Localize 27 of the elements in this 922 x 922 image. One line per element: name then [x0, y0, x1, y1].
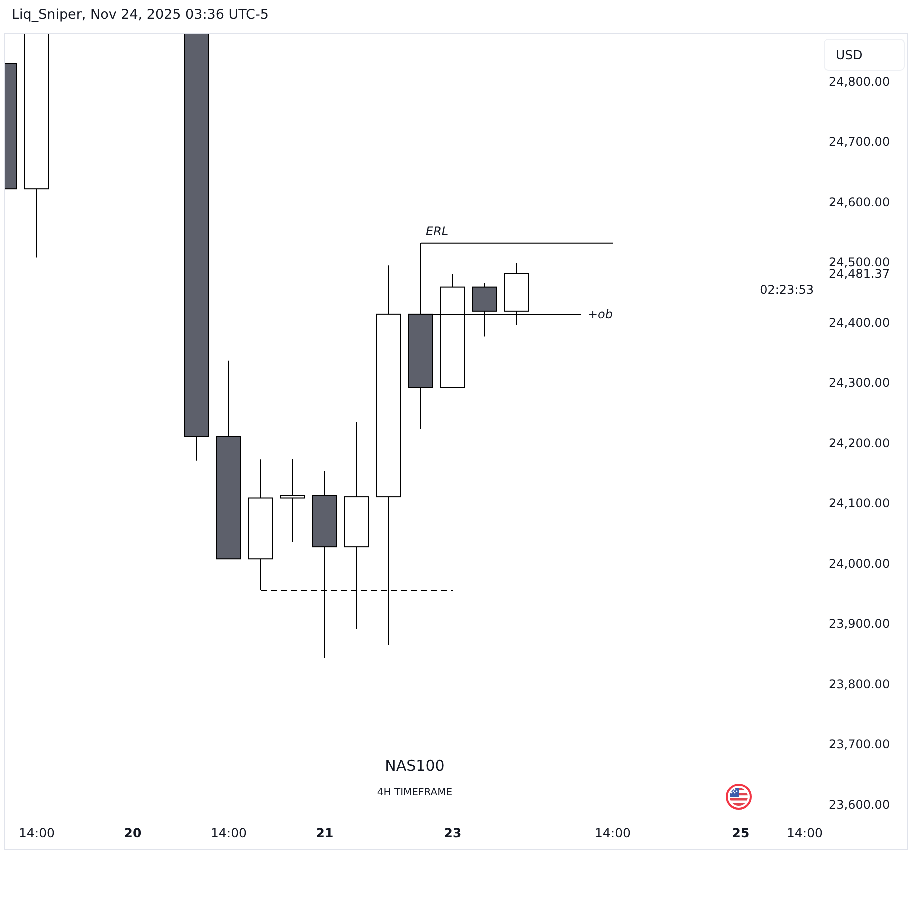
- y-tick-label: 23,600.00: [829, 798, 890, 812]
- y-tick-label: 23,700.00: [829, 738, 890, 752]
- y-axis-title: USD: [836, 48, 863, 62]
- y-tick-label: 24,200.00: [829, 436, 890, 450]
- text: NAS100: [385, 757, 445, 775]
- annotation: ERL: [426, 224, 449, 238]
- annotation: 02:23:53: [760, 282, 814, 297]
- y-tick-label: 23,900.00: [829, 617, 890, 632]
- text: Liq_Sniper, Nov 24, 2025 03:36 UTC-5: [12, 7, 269, 23]
- x-tick-label: 14:00: [786, 826, 824, 840]
- x-tick-label: 23: [444, 826, 462, 840]
- x-tick-label: 14:00: [210, 826, 248, 840]
- text: 4H TIMEFRAME: [377, 788, 453, 798]
- y-tick-label: 24,800.00: [829, 74, 890, 89]
- x-tick-label: 20: [124, 826, 142, 840]
- y-tick-label: 24,300.00: [829, 376, 890, 390]
- x-tick-label: 14:00: [594, 826, 632, 840]
- x-tick-label: 21: [316, 826, 334, 840]
- y-tick-label: 24,400.00: [829, 316, 890, 330]
- x-tick-label: 14:00: [18, 826, 56, 840]
- x-tick-label: 25: [732, 826, 750, 840]
- y-tick-label: 24,100.00: [829, 496, 890, 511]
- y-tick-label: 23,800.00: [829, 677, 890, 692]
- annotation: +ob: [588, 307, 614, 322]
- y-tick-label: 24,700.00: [829, 135, 890, 150]
- y-tick-label: 24,000.00: [829, 556, 890, 571]
- y-tick-label: 24,600.00: [829, 195, 890, 210]
